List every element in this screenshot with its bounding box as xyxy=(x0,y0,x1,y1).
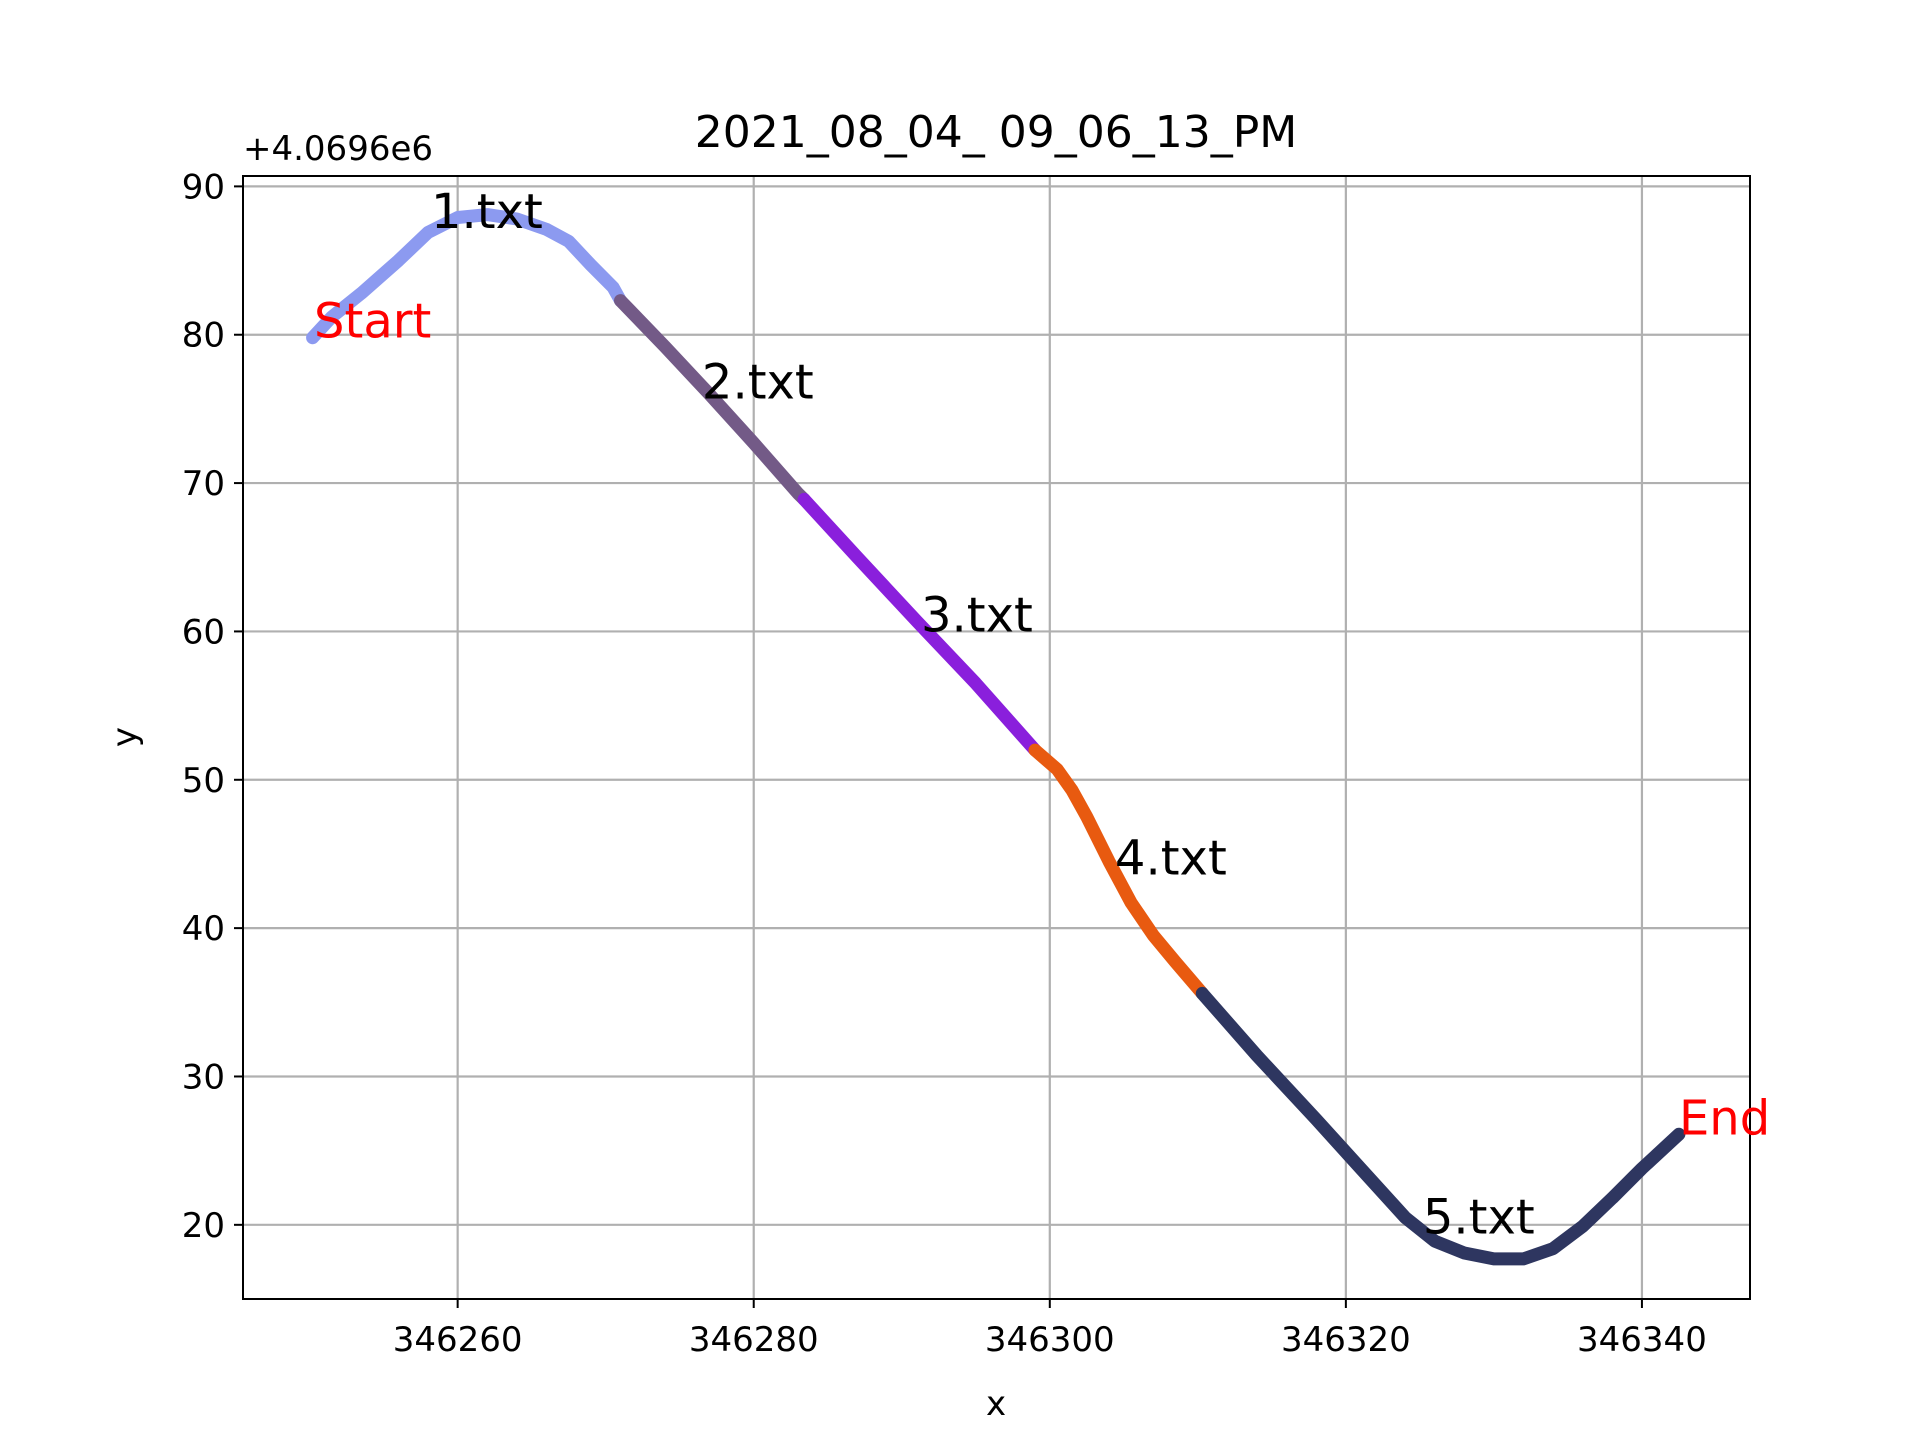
series-line-4 xyxy=(1028,743,1209,1000)
x-tick-label: 346280 xyxy=(689,1320,819,1360)
series-line-2 xyxy=(614,294,811,506)
y-tick-label: 70 xyxy=(182,464,225,504)
trajectory-series xyxy=(306,208,1686,1266)
y-tick-label: 50 xyxy=(182,761,225,801)
segment-label: 5.txt xyxy=(1423,1190,1535,1246)
annotations: 1.txt 2.txt 3.txt 4.txt 5.txt Start End xyxy=(314,184,1770,1246)
y-tick-label: 60 xyxy=(182,612,225,652)
segment-label: 1.txt xyxy=(431,184,543,240)
x-tick-label: 346320 xyxy=(1281,1320,1411,1360)
x-tick-label: 346340 xyxy=(1577,1320,1707,1360)
series-line-5 xyxy=(1195,986,1686,1266)
end-label: End xyxy=(1679,1090,1770,1146)
x-axis-label: x xyxy=(986,1384,1006,1424)
series-line-1 xyxy=(306,208,627,345)
y-tick-label: 90 xyxy=(182,167,225,207)
plot-frame xyxy=(242,175,1751,1300)
segment-label: 4.txt xyxy=(1115,831,1227,887)
axis-ticks: 346260 346280 346300 346320 346340 20 30 40 50 60… xyxy=(182,167,1707,1360)
y-axis-label: y xyxy=(105,727,145,747)
chart-title: 2021_08_04_ 09_06_13_PM xyxy=(695,107,1297,158)
segment-label: 2.txt xyxy=(702,355,814,411)
y-tick-label: 30 xyxy=(182,1057,225,1097)
y-tick-label: 40 xyxy=(182,909,225,949)
grid-lines xyxy=(243,176,1750,1299)
start-label: Start xyxy=(314,294,431,350)
segment-label: 3.txt xyxy=(921,587,1033,643)
y-tick-label: 20 xyxy=(182,1206,225,1246)
y-axis-offset-label: +4.0696e6 xyxy=(243,129,433,169)
series-line-3 xyxy=(797,492,1042,757)
x-tick-label: 346260 xyxy=(393,1320,523,1360)
x-tick-label: 346300 xyxy=(985,1320,1115,1360)
y-tick-label: 80 xyxy=(182,316,225,356)
